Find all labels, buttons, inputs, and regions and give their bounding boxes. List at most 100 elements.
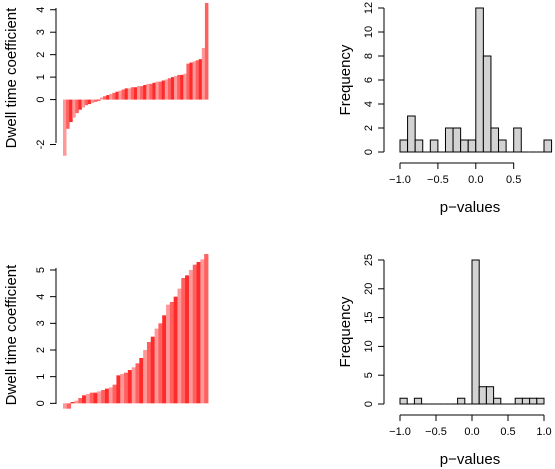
coef-bar	[139, 358, 144, 404]
coef-bar	[181, 278, 186, 404]
coef-bar	[177, 288, 182, 404]
histogram-bar	[413, 397, 423, 405]
coef-bar	[97, 391, 102, 404]
coef-bar	[100, 97, 104, 100]
y-tick-label: 0	[35, 97, 47, 103]
coef-bar	[177, 74, 181, 100]
coef-bar	[198, 59, 203, 100]
y-tick-label: 4	[363, 101, 375, 107]
histogram-bar	[543, 139, 553, 153]
coef-bar	[81, 99, 85, 108]
coef-bar	[85, 394, 91, 404]
coef-bar	[143, 350, 148, 404]
histogram-bar	[513, 127, 522, 153]
coef-bar	[70, 402, 75, 404]
coef-bar	[192, 61, 197, 100]
histogram-bar	[493, 397, 502, 405]
coef-bar	[74, 400, 79, 404]
coef-bar	[186, 63, 190, 100]
coef-bar	[66, 403, 72, 409]
histogram-bar	[467, 139, 477, 153]
x-axis-label-bottom-right: p−values	[440, 451, 500, 468]
histogram-bar	[407, 115, 416, 153]
coef-bar	[146, 342, 152, 404]
histogram-bar	[514, 397, 523, 405]
coef-bar	[201, 47, 206, 100]
coef-bar	[127, 88, 132, 100]
y-tick-label: 5	[363, 372, 375, 378]
x-tick-label: −0.5	[425, 426, 447, 438]
y-ticks-bottom-right: 0 5 10 15 20 25	[363, 254, 384, 407]
coef-bar	[150, 336, 155, 404]
coef-bar	[63, 99, 67, 156]
coef-bar	[93, 99, 98, 102]
coef-bar	[93, 392, 98, 404]
coef-bar	[137, 86, 141, 100]
coef-bar	[161, 80, 166, 100]
histogram-bar	[482, 55, 492, 153]
coef-bar	[96, 99, 101, 101]
coef-bar	[124, 88, 129, 100]
coef-bar	[169, 302, 175, 404]
y-tick-label: 3	[35, 29, 47, 35]
y-tick-label: 0	[363, 149, 375, 155]
y-axis-label-bottom-left: Dwell time coefficient	[3, 264, 20, 405]
y-tick-label: 5	[35, 267, 47, 273]
y-tick-label: 4	[35, 294, 47, 300]
coef-bar	[152, 82, 156, 100]
coef-bar	[115, 91, 119, 100]
histogram-bar	[490, 127, 500, 153]
y-tick-label: 2	[35, 52, 47, 58]
histogram-bar	[414, 139, 424, 153]
x-tick-label: 0.5	[500, 426, 515, 438]
x-ticks-bottom-right: −1.0 −0.5 0.0 0.5 1.0	[389, 415, 552, 438]
x-tick-label: 0.5	[506, 174, 521, 186]
coef-bar	[63, 403, 68, 409]
coef-bar	[154, 328, 159, 404]
y-ticks-top-right: 0 2 4 6 8 10 12	[363, 2, 384, 155]
panel-top-right: 0 2 4 6 8 10 12 −1.0 −0.5 0.0 0.5 p−values Freque…	[337, 2, 553, 216]
coef-bar	[78, 398, 83, 404]
histogram-bar	[471, 259, 480, 405]
histogram-bar	[399, 139, 409, 153]
histogram-bar	[460, 139, 469, 153]
panel-bottom-right: 0 5 10 15 20 25 −1.0 −0.5 0.0 0.5 1.0 p−values Fr…	[337, 254, 552, 468]
x-tick-label: 0.0	[468, 174, 483, 186]
coef-bar	[84, 99, 89, 106]
y-tick-label: 1	[35, 74, 47, 80]
y-tick-label: 1	[35, 374, 47, 380]
coef-bar	[204, 254, 209, 404]
coef-bar	[204, 3, 209, 100]
coef-bar	[135, 363, 140, 404]
coef-bar	[164, 79, 169, 100]
coef-bar	[112, 92, 116, 100]
coef-bar	[116, 375, 121, 404]
histogram-bar	[399, 397, 408, 405]
coef-bar	[188, 270, 194, 404]
histogram-bar	[475, 7, 484, 153]
coef-bar	[174, 76, 178, 100]
histogram-bar	[529, 397, 538, 405]
coef-bar	[75, 99, 79, 114]
coef-bar	[195, 60, 200, 100]
coef-bar	[146, 83, 150, 100]
coef-bar	[189, 62, 193, 100]
coef-bar	[158, 81, 163, 100]
coef-bar	[167, 78, 172, 100]
y-axis-label-top-right: Frequency	[337, 44, 354, 115]
x-tick-label: 1.0	[536, 426, 551, 438]
y-tick-label: 6	[363, 77, 375, 83]
x-tick-label: −1.0	[389, 426, 411, 438]
coef-bar	[131, 367, 136, 404]
histogram-bar	[452, 127, 462, 153]
y-tick-label: 0	[363, 401, 375, 407]
y-tick-label: 4	[35, 7, 47, 13]
coef-bar	[192, 264, 197, 404]
bars-bottom-right	[399, 259, 545, 405]
coef-bar	[112, 384, 117, 404]
panel-bottom-left: 0 1 2 3 4 5 Dwell time coefficient	[3, 254, 209, 409]
coef-bar	[143, 84, 147, 100]
coef-bar	[162, 315, 167, 404]
y-tick-label: 10	[363, 340, 375, 352]
